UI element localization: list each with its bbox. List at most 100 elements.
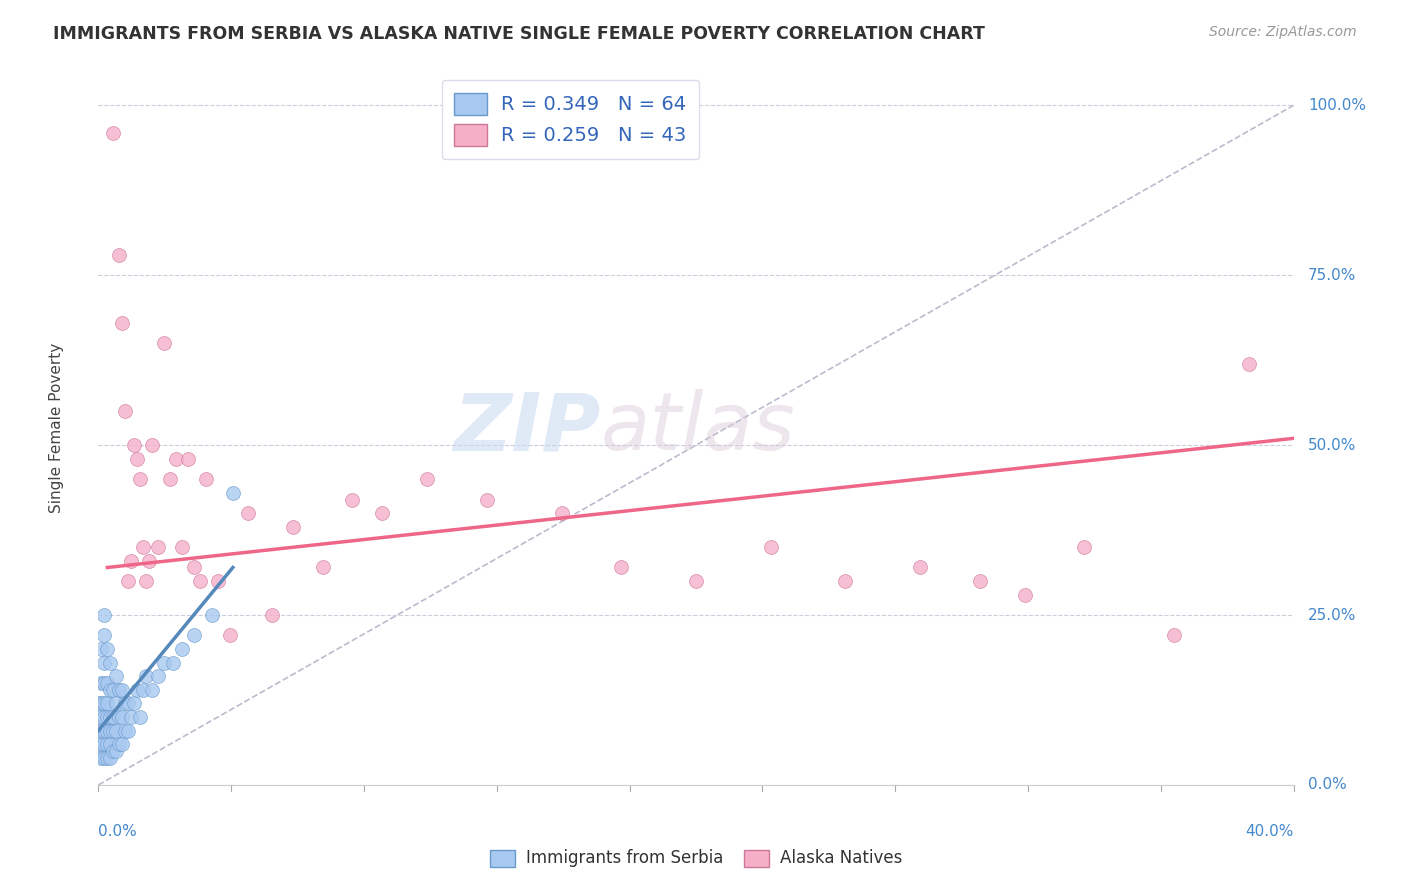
Point [969,574,991,588]
Point [416,472,439,486]
Point [111,737,134,751]
Point [172,540,194,554]
Point [93,656,115,670]
Point [98,656,122,670]
Point [114,404,136,418]
Text: 0.0%: 0.0% [98,824,138,839]
Point [90,697,112,711]
Point [195,472,218,486]
Point [93,608,115,623]
Point [834,574,856,588]
Point [103,710,125,724]
Point [260,608,283,623]
Point [1073,540,1095,554]
Point [98,737,122,751]
Point [114,697,136,711]
Point [183,628,205,642]
Text: IMMIGRANTS FROM SERBIA VS ALASKA NATIVE SINGLE FEMALE POVERTY CORRELATION CHART: IMMIGRANTS FROM SERBIA VS ALASKA NATIVE … [53,25,986,43]
Point [93,751,115,765]
Point [129,472,152,486]
Point [759,540,782,554]
Point [1163,628,1185,642]
Point [135,574,157,588]
Point [105,744,128,758]
Point [120,554,142,568]
Point [111,316,134,330]
Point [108,248,131,262]
Text: atlas: atlas [600,389,796,467]
Point [108,737,131,751]
Point [93,628,115,642]
Point [162,656,184,670]
Point [98,682,122,697]
Text: 100.0%: 100.0% [1308,98,1365,113]
Text: 0.0%: 0.0% [1308,778,1347,792]
Text: 50.0%: 50.0% [1308,438,1357,452]
Point [153,336,176,351]
Point [127,682,149,697]
Point [550,506,572,520]
Point [103,723,125,738]
Point [93,737,115,751]
Point [96,737,118,751]
Point [90,710,112,724]
Point [105,697,128,711]
Point [96,676,118,690]
Point [138,554,160,568]
Point [96,751,118,765]
Legend: Immigrants from Serbia, Alaska Natives: Immigrants from Serbia, Alaska Natives [484,843,908,872]
Point [159,472,181,486]
Point [117,697,139,711]
Point [108,682,131,697]
Point [148,540,170,554]
Point [87,697,110,711]
Text: 25.0%: 25.0% [1308,607,1357,623]
Text: 75.0%: 75.0% [1308,268,1357,283]
Point [111,710,134,724]
Text: Source: ZipAtlas.com: Source: ZipAtlas.com [1209,25,1357,39]
Point [90,751,112,765]
Point [96,710,118,724]
Text: ZIP: ZIP [453,389,600,467]
Point [117,574,139,588]
Text: 40.0%: 40.0% [1246,824,1294,839]
Point [236,506,259,520]
Point [90,723,112,738]
Point [93,676,115,690]
Point [103,126,125,140]
Point [90,676,112,690]
Point [141,438,163,452]
Point [90,737,112,751]
Point [188,574,211,588]
Point [124,438,146,452]
Point [87,723,110,738]
Point [183,560,205,574]
Point [117,723,139,738]
Point [222,485,245,500]
Point [177,451,200,466]
Point [153,656,176,670]
Point [90,642,112,657]
Point [96,723,118,738]
Point [135,669,157,683]
Point [124,697,146,711]
Point [93,710,115,724]
Point [685,574,707,588]
Point [132,540,155,554]
Point [311,560,333,574]
Point [1014,588,1036,602]
Point [219,628,242,642]
Point [98,710,122,724]
Point [98,723,122,738]
Point [103,682,125,697]
Point [96,642,118,657]
Point [129,710,152,724]
Point [371,506,394,520]
Point [93,697,115,711]
Point [141,682,163,697]
Point [120,710,142,724]
Point [148,669,170,683]
Point [96,697,118,711]
Point [105,723,128,738]
Point [87,744,110,758]
